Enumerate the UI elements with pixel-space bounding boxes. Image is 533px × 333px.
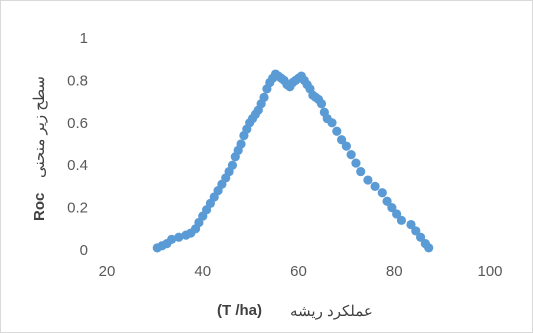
data-point <box>387 203 397 213</box>
data-point <box>341 141 351 151</box>
data-point <box>382 196 392 206</box>
y-tick-label: 0.6 <box>67 115 88 132</box>
data-point <box>415 232 426 242</box>
y-tick-label: 0.8 <box>67 72 88 89</box>
x-axis-label: عملکرد ریشه <box>290 303 373 320</box>
x-tick-label: 40 <box>194 263 211 280</box>
y-tick-label: 0.2 <box>67 200 88 217</box>
x-tick-label: 20 <box>99 263 116 280</box>
y-axis-ticks: 0 0.2 0.4 0.6 0.8 1 <box>67 30 88 259</box>
data-point <box>336 135 347 145</box>
y-axis-label-prefix: Roc <box>31 193 48 221</box>
y-axis-label: سطح زیر منحنی <box>31 76 48 178</box>
x-axis-ticks: 20 40 60 80 100 <box>99 263 503 280</box>
x-tick-label: 100 <box>477 263 502 280</box>
data-point <box>411 226 421 236</box>
data-point <box>351 158 361 168</box>
data-point <box>227 160 238 170</box>
data-point <box>424 243 434 253</box>
data-point <box>332 126 342 136</box>
y-tick-label: 0.4 <box>67 157 88 174</box>
y-tick-label: 0 <box>80 242 88 259</box>
data-point <box>396 215 407 225</box>
x-tick-label: 60 <box>290 263 307 280</box>
data-point <box>346 150 356 160</box>
data-point <box>259 92 269 102</box>
data-point <box>356 166 366 177</box>
data-point <box>370 181 380 191</box>
y-tick-label: 1 <box>80 30 88 47</box>
data-point <box>174 232 184 242</box>
data-point <box>363 175 373 185</box>
data-point <box>392 209 402 219</box>
plot-area <box>152 69 434 253</box>
data-point <box>316 99 327 109</box>
data-point <box>167 234 177 244</box>
x-axis-unit: (T /ha) <box>217 302 262 319</box>
data-point <box>377 188 387 198</box>
data-point <box>406 219 416 230</box>
data-point <box>327 118 337 128</box>
x-tick-label: 80 <box>386 263 403 280</box>
data-point <box>236 139 246 149</box>
